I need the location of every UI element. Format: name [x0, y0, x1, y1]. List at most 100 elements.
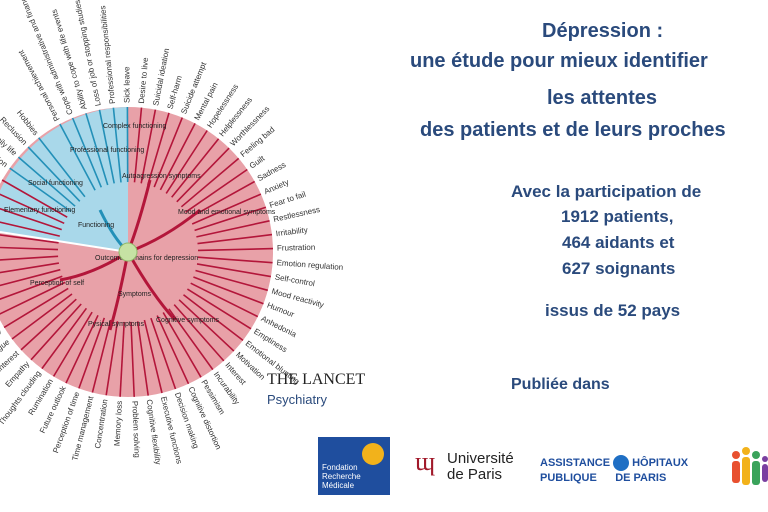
leaf-label: Professional responsibilities — [98, 5, 117, 104]
branch-line — [185, 168, 248, 213]
branch-line — [197, 247, 274, 252]
leaf-label: Desire to live — [137, 57, 150, 104]
branch-line — [65, 314, 99, 384]
branch-line — [196, 220, 270, 238]
domain-cognitive: Cognitive symptoms — [156, 317, 220, 324]
branch-line — [140, 109, 157, 184]
branch-line — [197, 233, 273, 245]
info-panel: Dépression : une étude pour mieux identi… — [400, 0, 768, 512]
branch-line — [165, 130, 208, 194]
branch-line — [11, 293, 73, 340]
branch-line — [150, 317, 177, 390]
leaf-label: Cognitive flexibility — [145, 399, 163, 465]
leaf-label: Sick leave — [122, 66, 131, 103]
branch-line — [0, 207, 62, 231]
diagram-divider-line — [0, 231, 129, 253]
branch-line — [173, 304, 225, 362]
participation-intro: Avec la participation de — [511, 182, 702, 201]
title-line-1: Dépression : — [542, 20, 664, 42]
branch-line — [197, 256, 273, 264]
branch-line — [85, 113, 109, 186]
domain-social-functioning: Social functioning — [28, 180, 83, 187]
participation-caregivers: 464 aidants et — [562, 233, 675, 252]
leaf-label: Problem solving — [130, 401, 141, 458]
aphp-heart-icon — [613, 455, 630, 471]
branch-line — [98, 109, 115, 184]
branch-line — [3, 287, 69, 329]
branch-line — [194, 206, 267, 232]
domain-complex-functioning-1: Complex functioning — [103, 123, 167, 130]
frm-circle-icon — [362, 443, 384, 465]
title-line-2: une étude pour mieux identifier — [410, 50, 708, 72]
domain-elementary-functioning: Elementary functioning — [4, 207, 75, 214]
branch-line — [196, 263, 272, 278]
branch-line — [147, 112, 170, 186]
branch-line — [59, 123, 96, 191]
domain-perception-self: Perception of self — [30, 280, 84, 287]
branch-line — [0, 255, 59, 261]
leaf-label: Memory loss — [113, 401, 124, 447]
branch-line — [119, 321, 125, 397]
lancet-psychiatry: Psychiatry — [267, 392, 327, 407]
branch-line — [27, 146, 81, 202]
branch-line — [159, 123, 196, 191]
leaf-label: Anxiety — [263, 178, 291, 197]
frm-logo: Fondation Recherche Médicale — [318, 437, 390, 495]
aphp-line-1b: HÔPITAUX — [632, 456, 689, 469]
branch-line — [193, 276, 264, 305]
diagram-blue-sector — [0, 107, 128, 252]
branch-line — [190, 282, 259, 318]
branch-line — [143, 319, 163, 394]
universite-paris-line-1: Université — [447, 450, 514, 467]
branch-line — [130, 321, 135, 397]
domain-functioning: Functioning — [78, 222, 114, 229]
lancet-journal: THE LANCET — [267, 371, 366, 388]
branch-line — [136, 321, 149, 396]
branch-line — [0, 234, 59, 244]
title-line-4: des patients et de leurs proches — [420, 119, 726, 141]
branch-line — [78, 317, 106, 389]
branch-line — [0, 221, 60, 237]
center-node — [118, 242, 138, 262]
branch-line — [133, 107, 143, 183]
branch-line — [9, 167, 72, 213]
domain-professional-functioning: Professional functioning — [70, 147, 144, 154]
branch-line — [0, 246, 59, 251]
branch-line — [168, 308, 214, 371]
branch-line — [0, 275, 63, 300]
branch-line — [38, 137, 86, 198]
branch-line — [180, 157, 240, 208]
branch-line — [191, 193, 262, 225]
domain-center: Outcome domains for depression — [95, 255, 198, 262]
branch-line — [195, 269, 269, 292]
aphp-line-2a: PUBLIQUE — [540, 472, 597, 484]
branch-line — [112, 107, 122, 183]
branch-line — [171, 138, 220, 198]
branch-line — [178, 299, 235, 352]
participation-patients: 1912 patients, — [561, 207, 674, 226]
branch-line — [20, 298, 77, 351]
branch-line — [188, 180, 256, 219]
branch-line — [71, 117, 103, 188]
leaf-label: Concentration — [93, 399, 109, 450]
patients-association-logo-icon — [732, 447, 768, 485]
title-line-3: les attentes — [547, 87, 658, 109]
participation-clinicians: 627 soignants — [562, 259, 676, 278]
leaf-label: Guilt — [248, 153, 267, 170]
leaf-label: Irritability — [275, 225, 308, 238]
domain-symptoms: Symptoms — [118, 291, 152, 298]
leaf-label: Frustration — [277, 243, 315, 253]
frm-logo-text: Fondation Recherche Médicale — [322, 463, 361, 490]
domain-physical: Pysical symptoms — [88, 321, 145, 328]
published-in-label: Publiée dans — [511, 376, 610, 393]
aphp-line-2b: DE PARIS — [615, 472, 667, 484]
aphp-line-1a: ASSISTANCE — [540, 456, 611, 469]
branch-line — [0, 193, 65, 225]
branch-line — [153, 117, 184, 188]
universite-paris-emblem-icon: ɰ — [415, 447, 436, 476]
leaf-label: Self-control — [274, 272, 316, 288]
branch-line — [91, 319, 112, 393]
branch-line — [186, 288, 252, 330]
leaf-label: Restlessness — [272, 205, 320, 224]
